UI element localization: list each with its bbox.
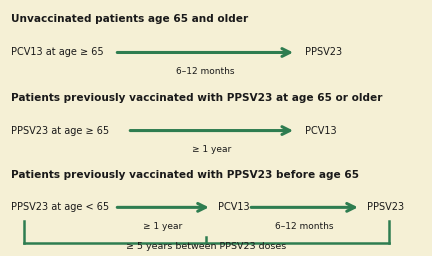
Text: 6–12 months: 6–12 months bbox=[176, 67, 235, 76]
Text: Patients previously vaccinated with PPSV23 before age 65: Patients previously vaccinated with PPSV… bbox=[11, 170, 359, 180]
Text: ≥ 5 years between PPSV23 doses: ≥ 5 years between PPSV23 doses bbox=[126, 242, 286, 251]
Text: Patients previously vaccinated with PPSV23 at age 65 or older: Patients previously vaccinated with PPSV… bbox=[11, 93, 382, 103]
Text: Unvaccinated patients age 65 and older: Unvaccinated patients age 65 and older bbox=[11, 14, 248, 24]
Text: PCV13 at age ≥ 65: PCV13 at age ≥ 65 bbox=[11, 47, 103, 58]
Text: PPSV23: PPSV23 bbox=[367, 202, 404, 212]
Text: ≥ 1 year: ≥ 1 year bbox=[192, 145, 231, 154]
Text: PPSV23 at age < 65: PPSV23 at age < 65 bbox=[11, 202, 109, 212]
Text: PPSV23: PPSV23 bbox=[305, 47, 342, 58]
Text: PPSV23 at age ≥ 65: PPSV23 at age ≥ 65 bbox=[11, 125, 109, 136]
Text: PCV13: PCV13 bbox=[305, 125, 336, 136]
Text: ≥ 1 year: ≥ 1 year bbox=[143, 222, 183, 231]
Text: PCV13: PCV13 bbox=[218, 202, 250, 212]
Text: 6–12 months: 6–12 months bbox=[275, 222, 334, 231]
